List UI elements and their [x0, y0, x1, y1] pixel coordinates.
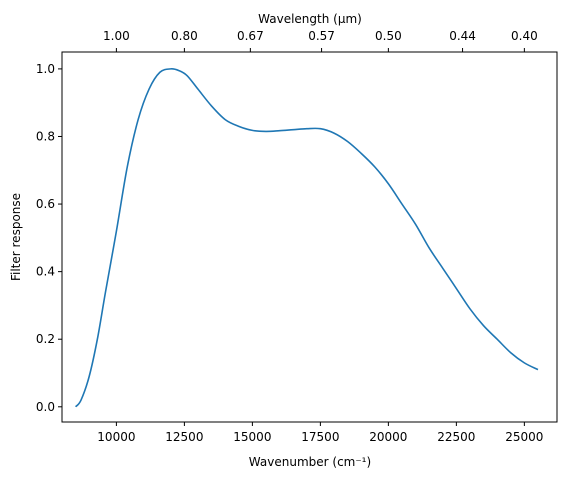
top-tick-label: 0.80 — [171, 29, 198, 43]
top-tick-label: 0.57 — [308, 29, 335, 43]
y-tick-label: 0.8 — [36, 129, 55, 143]
plot-frame — [61, 51, 558, 423]
top-tick-label: 0.67 — [237, 29, 264, 43]
x-tick-label: 25000 — [505, 430, 543, 444]
x-tick-label: 12500 — [165, 430, 203, 444]
x-tick-label: 10000 — [97, 430, 135, 444]
x-tick-label: 20000 — [369, 430, 407, 444]
y-axis: 0.0 0.2 0.4 0.6 0.8 1.0 — [36, 62, 62, 414]
x-tick-label: 17500 — [301, 430, 339, 444]
y-tick-label: 0.6 — [36, 197, 55, 211]
y-tick-label: 0.0 — [36, 400, 55, 414]
top-tick-label: 0.44 — [449, 29, 476, 43]
top-tick-label: 1.00 — [103, 29, 130, 43]
top-x-axis-label: Wavelength (μm) — [258, 12, 362, 26]
y-tick-label: 0.4 — [36, 265, 55, 279]
y-axis-label: Filter response — [9, 193, 23, 281]
x-axis-label: Wavenumber (cm⁻¹) — [249, 455, 371, 469]
top-tick-label: 0.40 — [511, 29, 538, 43]
top-tick-label: 0.50 — [375, 29, 402, 43]
bottom-x-axis: 10000 12500 15000 17500 20000 22500 25000 — [97, 422, 543, 444]
y-tick-label: 0.2 — [36, 332, 55, 346]
series-line — [74, 68, 539, 408]
top-x-axis: 1.00 0.80 0.67 0.57 0.50 0.44 0.40 — [103, 29, 538, 52]
x-tick-label: 22500 — [437, 430, 475, 444]
y-tick-label: 1.0 — [36, 62, 55, 76]
x-tick-label: 15000 — [233, 430, 271, 444]
